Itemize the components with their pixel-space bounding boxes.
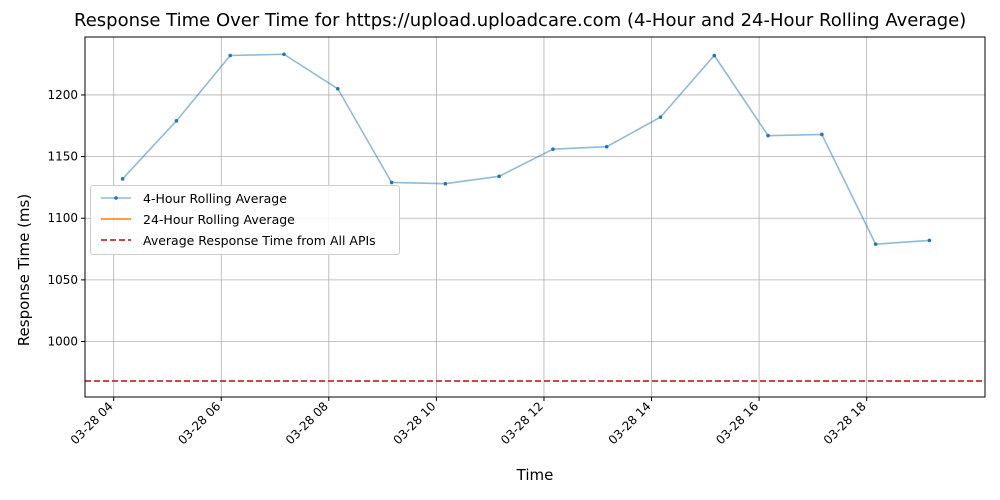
chart-legend: 4-Hour Rolling Average 24-Hour Rolling A…	[90, 185, 400, 255]
data-point-4h	[712, 53, 717, 58]
y-tick-label: 1100	[47, 211, 78, 225]
legend-swatch-24h	[101, 218, 131, 220]
data-point-4h	[820, 132, 824, 137]
x-tick-label: 03-28 06	[175, 399, 223, 447]
x-tick-label: 03-28 08	[283, 399, 331, 447]
data-point-4h	[658, 115, 663, 119]
data-point-4h	[174, 119, 179, 123]
legend-swatch-4h	[101, 196, 131, 200]
x-axis-label: Time	[516, 466, 554, 484]
legend-item-4h: 4-Hour Rolling Average	[99, 189, 287, 207]
x-tick-label: 03-28 18	[821, 399, 869, 447]
y-tick-label: 1050	[47, 273, 78, 287]
data-point-4h	[228, 53, 233, 58]
x-tick-label: 03-28 12	[498, 399, 546, 447]
x-tick-label: 03-28 14	[606, 399, 654, 447]
series-lines	[120, 52, 932, 246]
series-line-4h	[122, 53, 930, 245]
legend-item-all-apis: Average Response Time from All APIs	[99, 231, 376, 249]
x-tick-label: 03-28 16	[713, 399, 761, 447]
legend-item-24h: 24-Hour Rolling Average	[99, 210, 295, 228]
data-point-4h	[604, 144, 609, 149]
legend-label-4h: 4-Hour Rolling Average	[143, 190, 287, 206]
x-tick-label: 03-28 04	[68, 399, 116, 447]
data-point-4h	[120, 176, 125, 181]
legend-label-24h: 24-Hour Rolling Average	[143, 211, 295, 227]
data-point-4h	[282, 52, 286, 57]
data-point-4h	[551, 147, 555, 151]
data-point-4h	[497, 174, 501, 179]
data-point-4h	[766, 133, 770, 138]
y-tick-label: 1150	[47, 150, 78, 164]
y-tick-label: 1200	[47, 88, 78, 102]
y-tick-label: 1000	[47, 335, 78, 349]
data-point-4h	[873, 242, 878, 246]
data-point-4h	[443, 181, 448, 186]
legend-label-all-apis: Average Response Time from All APIs	[143, 232, 376, 248]
legend-swatch-all-apis	[101, 239, 131, 241]
y-axis-label: Response Time (ms)	[15, 193, 33, 347]
chart-title: Response Time Over Time for https://uplo…	[74, 10, 967, 31]
data-point-4h	[389, 180, 394, 185]
data-point-4h	[927, 238, 932, 243]
axis-ticks: 1000 1050 1100 1150 1200 03-28 04 03-28 06 03-2…	[47, 88, 868, 447]
data-point-4h	[335, 86, 340, 91]
x-tick-label: 03-28 10	[390, 399, 438, 447]
plot-area-frame	[84, 36, 986, 398]
